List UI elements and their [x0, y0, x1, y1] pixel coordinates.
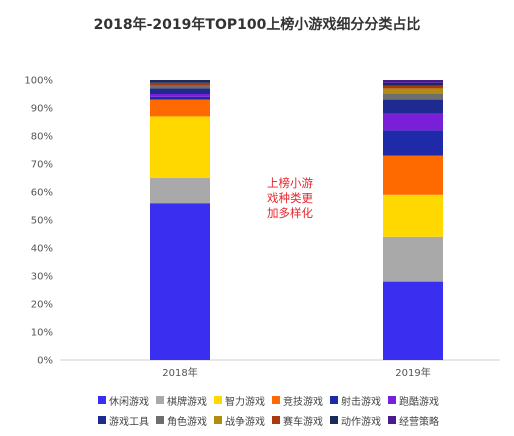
bar-segment: [383, 113, 443, 131]
legend-label: 棋牌游戏: [167, 396, 207, 408]
legend-swatch: [272, 396, 280, 404]
legend-label: 智力游戏: [225, 396, 265, 408]
bar-segment: [150, 82, 210, 86]
legend-label: 游戏工具: [109, 416, 149, 428]
bar-segment: [383, 236, 443, 282]
legend-swatch: [330, 396, 338, 404]
y-tick-label: 70%: [31, 160, 53, 171]
legend-swatch: [272, 416, 280, 424]
bar-segment: [383, 94, 443, 100]
y-tick-label: 10%: [31, 328, 53, 339]
legend-swatch: [388, 416, 396, 424]
legend-row: 休闲游戏 棋牌游戏 智力游戏 竞技游戏 射击游戏 跑酷游戏: [98, 390, 498, 410]
legend-label: 动作游戏: [341, 416, 381, 428]
legend-item: 智力游戏: [214, 393, 272, 408]
bar-segment: [150, 88, 210, 94]
legend-label: 跑酷游戏: [399, 396, 439, 408]
bar-segment: [150, 203, 210, 360]
y-tick-label: 100%: [24, 76, 53, 87]
x-tick-label: 2019年: [395, 366, 430, 379]
legend-label: 射击游戏: [341, 396, 381, 408]
bar-segment: [383, 155, 443, 195]
y-tick-label: 60%: [31, 188, 53, 199]
bar-segment: [383, 85, 443, 89]
chart-axes: 0% 10% 20% 30% 40% 50% 60% 70% 80% 90% 100% 2018年 20…: [24, 76, 500, 379]
legend-swatch: [98, 396, 106, 404]
annotation-line: 上榜小游: [267, 176, 313, 190]
bar-segment: [383, 281, 443, 360]
chart-title: 2018年-2019年TOP100上榜小游戏细分分类占比: [93, 17, 421, 33]
legend-label: 经营策略: [399, 416, 439, 428]
y-tick-label: 50%: [31, 216, 53, 227]
annotation-line: 加多样化: [267, 206, 313, 220]
legend-swatch: [214, 396, 222, 404]
legend-label: 竞技游戏: [283, 396, 323, 408]
y-tick-label: 80%: [31, 132, 53, 143]
legend-swatch: [330, 416, 338, 424]
legend-row: 游戏工具 角色游戏 战争游戏 赛车游戏 动作游戏 经营策略: [98, 410, 498, 430]
bar-segment: [383, 88, 443, 94]
bar-segment: [383, 99, 443, 114]
legend-swatch: [98, 416, 106, 424]
legend-item: 射击游戏: [330, 393, 388, 408]
legend-label: 赛车游戏: [283, 416, 323, 428]
legend-swatch: [156, 416, 164, 424]
annotation-line: 戏种类更: [267, 191, 313, 205]
bar-segment: [383, 194, 443, 237]
legend-label: 角色游戏: [167, 416, 207, 428]
legend-item: 角色游戏: [156, 413, 214, 428]
legend-item: 竞技游戏: [272, 393, 330, 408]
legend-label: 休闲游戏: [109, 396, 149, 408]
bar-segment: [383, 130, 443, 156]
legend-swatch: [388, 396, 396, 404]
y-tick-label: 40%: [31, 244, 53, 255]
y-tick-label: 30%: [31, 272, 53, 283]
bar-segment: [150, 178, 210, 204]
bar-segment: [150, 99, 210, 117]
legend-item: 棋牌游戏: [156, 393, 214, 408]
x-tick-label: 2018年: [162, 366, 197, 379]
bar-segment: [150, 94, 210, 97]
legend-swatch: [214, 416, 222, 424]
legend-item: 赛车游戏: [272, 413, 330, 428]
bar-segment: [383, 80, 443, 83]
legend-item: 跑酷游戏: [388, 393, 446, 408]
legend-item: 战争游戏: [214, 413, 272, 428]
chart-bars: [150, 80, 443, 360]
chart-legend: 休闲游戏 棋牌游戏 智力游戏 竞技游戏 射击游戏 跑酷游戏游戏工具 角色游戏 战争游戏 赛车游戏…: [98, 390, 498, 430]
legend-item: 经营策略: [388, 413, 446, 428]
legend-item: 游戏工具: [98, 413, 156, 428]
legend-item: 休闲游戏: [98, 393, 156, 408]
legend-label: 战争游戏: [225, 416, 265, 428]
bar-segment: [150, 116, 210, 178]
legend-item: 动作游戏: [330, 413, 388, 428]
bar-segment: [150, 80, 210, 83]
legend-swatch: [156, 396, 164, 404]
y-tick-label: 20%: [31, 300, 53, 311]
bar-segment: [383, 82, 443, 86]
bar-segment: [150, 96, 210, 100]
bar-segment: [150, 85, 210, 89]
y-tick-label: 90%: [31, 104, 53, 115]
y-tick-label: 0%: [37, 356, 53, 367]
